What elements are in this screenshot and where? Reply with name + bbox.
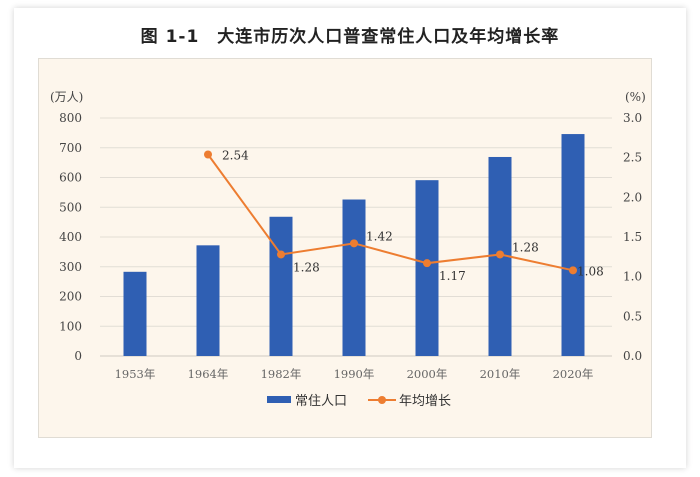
chart-title: 图 1-1 大连市历次人口普查常住人口及年均增长率 xyxy=(140,27,560,47)
x-tick: 2020年 xyxy=(553,367,594,381)
y-left-tick: 400 xyxy=(59,230,82,244)
x-tick: 1964年 xyxy=(188,367,229,381)
y-left-tick: 100 xyxy=(59,319,82,333)
growth-point xyxy=(423,259,431,268)
bar-2000年 xyxy=(415,180,439,356)
y-right-tick: 2.5 xyxy=(623,151,642,165)
x-tick: 1990年 xyxy=(334,367,375,381)
x-tick: 2000年 xyxy=(407,367,448,381)
data-label: 1.42 xyxy=(366,229,393,243)
legend-bar-label: 常住人口 xyxy=(295,394,347,409)
y-right-tick: 1.0 xyxy=(623,270,642,284)
bar-2020年 xyxy=(561,134,585,356)
data-label: 1.28 xyxy=(293,260,320,274)
legend-line-label: 年均增长 xyxy=(399,394,451,409)
y-right-tick: 0.5 xyxy=(623,309,642,323)
y-right-tick: 0.0 xyxy=(623,349,642,363)
bar-1982年 xyxy=(269,216,293,356)
data-label: 1.17 xyxy=(439,269,466,283)
x-tick: 1982年 xyxy=(261,367,302,381)
y-right-label: (%) xyxy=(625,90,646,104)
bar-1953年 xyxy=(123,271,147,356)
data-label: 2.54 xyxy=(222,148,249,162)
y-right-tick: 3.0 xyxy=(623,111,642,125)
y-left-tick: 800 xyxy=(59,111,82,125)
growth-line xyxy=(207,153,574,272)
data-label: 1.28 xyxy=(512,240,539,254)
x-tick: 2010年 xyxy=(480,367,521,381)
growth-point xyxy=(277,250,285,259)
y-left-tick: 200 xyxy=(59,290,82,304)
y-left-tick: 500 xyxy=(59,200,82,214)
x-tick: 1953年 xyxy=(115,367,156,381)
legend-bar-swatch xyxy=(267,396,291,403)
y-left-tick: 600 xyxy=(59,171,82,185)
y-right-tick: 1.5 xyxy=(623,230,642,244)
legend-line-marker xyxy=(378,396,386,404)
y-left-tick: 0 xyxy=(74,349,82,363)
growth-point xyxy=(204,150,212,159)
y-left-tick: 700 xyxy=(59,141,82,155)
bar-1990年 xyxy=(342,199,366,356)
bar-1964年 xyxy=(196,245,220,356)
data-label: 1.08 xyxy=(577,264,604,278)
y-left-tick: 300 xyxy=(59,260,82,274)
y-right-tick: 2.0 xyxy=(623,190,642,204)
y-left-label: (万人) xyxy=(50,90,83,104)
growth-point xyxy=(496,250,504,259)
growth-point xyxy=(569,266,577,275)
growth-point xyxy=(350,239,358,248)
